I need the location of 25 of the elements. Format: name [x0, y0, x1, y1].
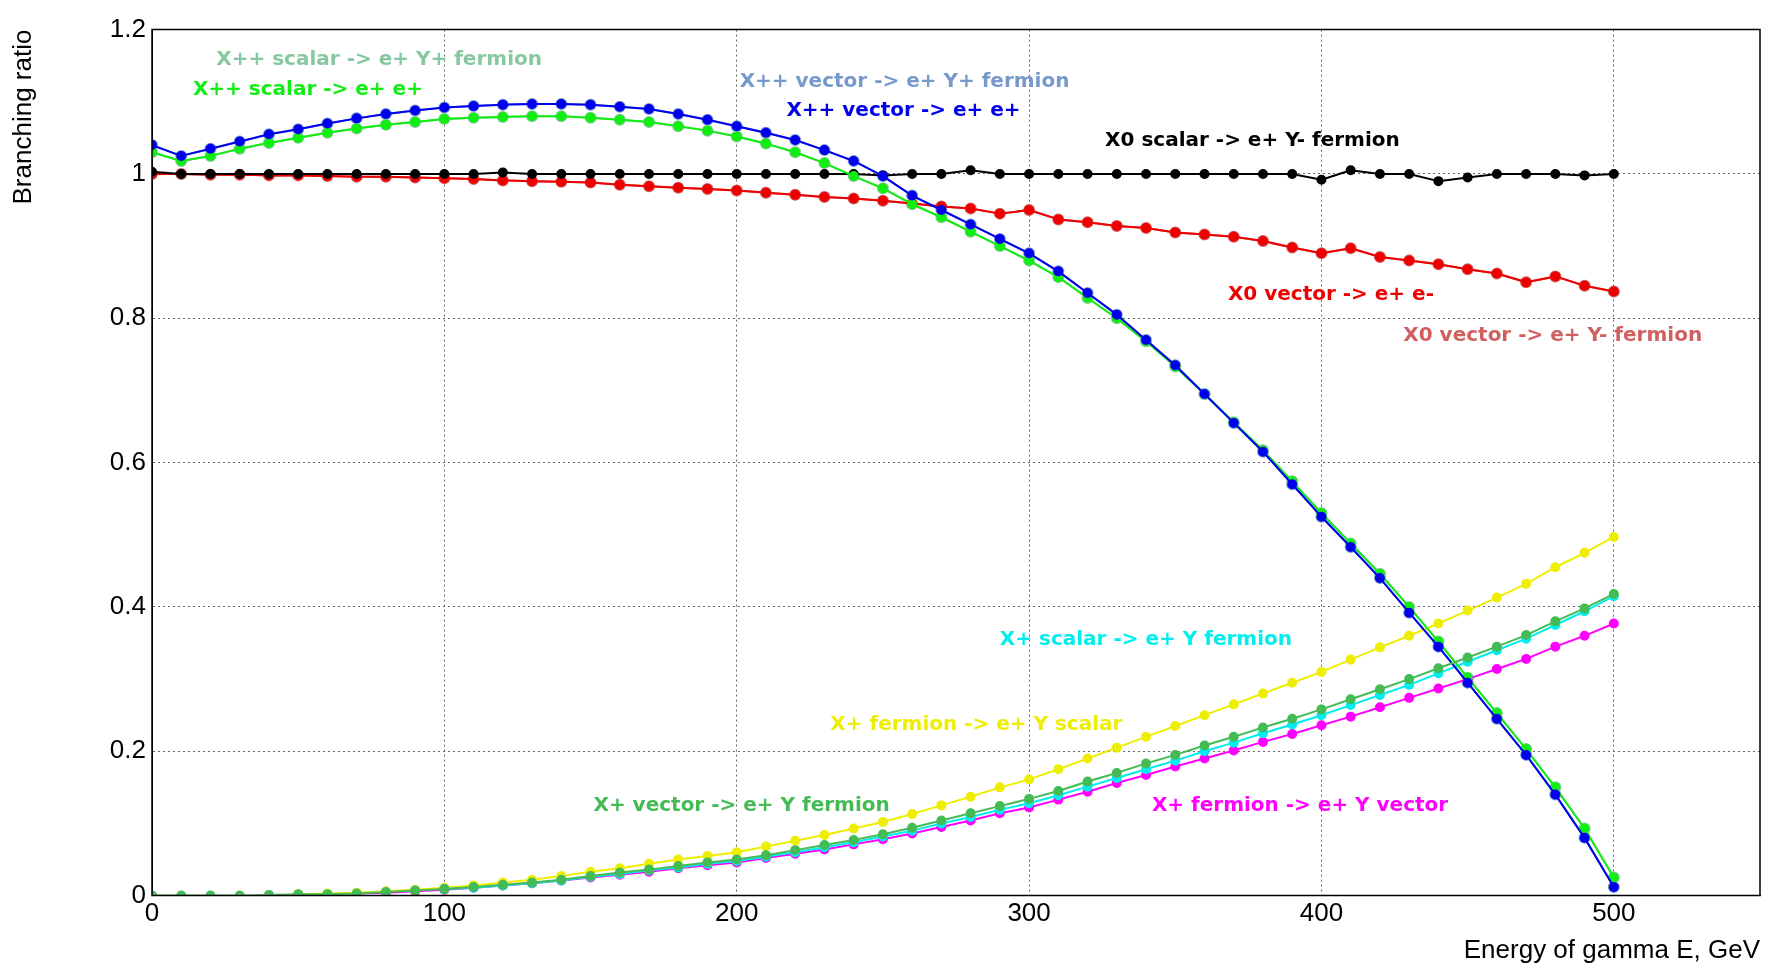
x-axis-title: Energy of gamma E, GeV [1463, 933, 1761, 964]
series-label: X++ vector -> e+ Y+ fermion [739, 67, 1070, 92]
y-tick-label: 0.4 [109, 590, 146, 621]
text: X+ scalar -> e+ Y fermion [999, 626, 1292, 651]
series-label: X+ fermion -> e+ Y scalar [830, 711, 1123, 736]
series-label: X0 scalar -> e+ Y- fermion [1105, 126, 1400, 151]
series-label: X0 vector -> e+ e- [1227, 281, 1434, 306]
series-label: X+ vector -> e+ Y fermion [593, 792, 890, 817]
y-axis-title: Branching ratio [6, 29, 37, 205]
text: X0 vector -> e+ Y- fermion [1403, 321, 1703, 346]
x-tick-label: 100 [422, 897, 467, 928]
x-tick-label: 500 [1592, 897, 1636, 928]
series-label: X+ fermion -> e+ Y vector [1151, 792, 1449, 817]
y-tick-label: 0.6 [109, 445, 146, 476]
series-label: X++ vector -> e+ e+ [786, 96, 1021, 121]
y-tick-label: 0 [131, 878, 146, 909]
y-tick-label: 1.2 [109, 12, 146, 43]
x-tick-label: 400 [1299, 897, 1344, 928]
y-tick-label: 1 [131, 157, 146, 188]
series-label: X++ scalar -> e+ e+ [192, 76, 423, 101]
text: X++ scalar -> e+ Y+ fermion [216, 46, 542, 71]
x-tick-label: 200 [715, 897, 759, 928]
y-tick-label: 0.2 [109, 734, 146, 765]
y-tick-label: 0.8 [109, 301, 146, 332]
x-tick-label: 300 [1007, 897, 1051, 928]
